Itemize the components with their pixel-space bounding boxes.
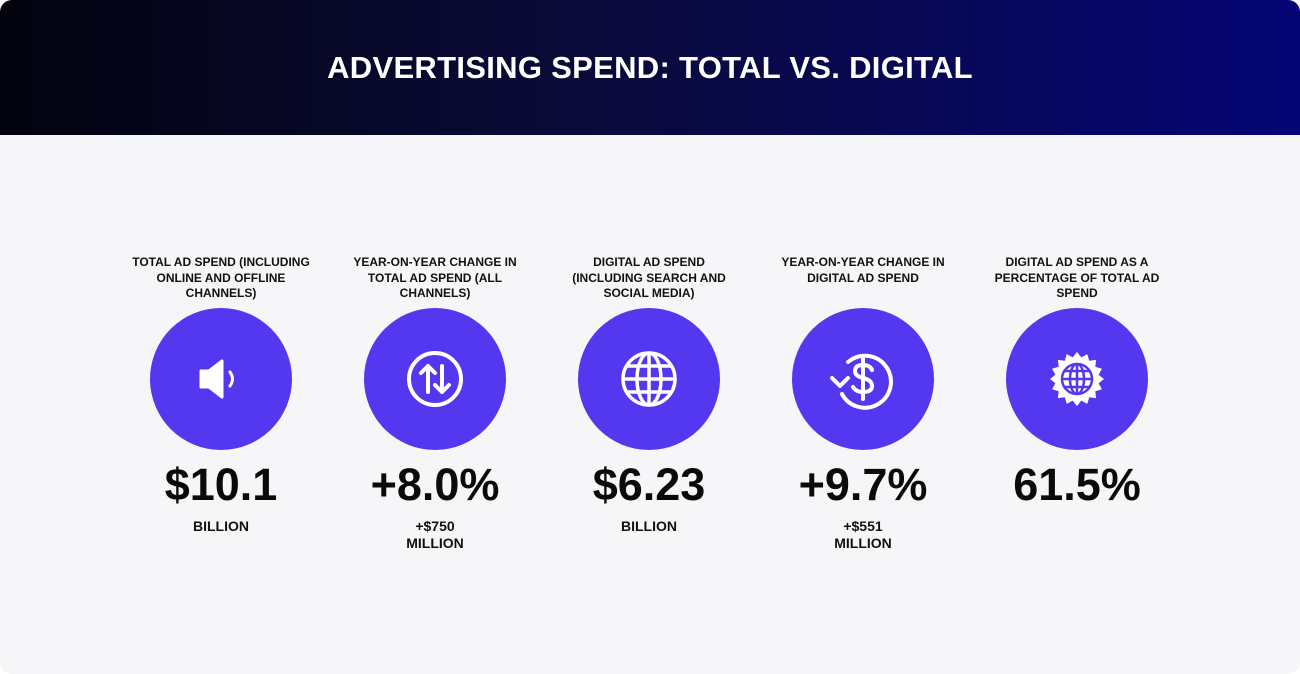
badge-globe-icon — [1006, 308, 1148, 450]
dollar-cycle-icon — [792, 308, 934, 450]
stat: DIGITAL AD SPEND AS A PERCENTAGE OF TOTA… — [970, 255, 1184, 552]
globe-icon — [578, 308, 720, 450]
stat: YEAR-ON-YEAR CHANGE IN DIGITAL AD SPEND … — [756, 255, 970, 552]
stat-label: DIGITAL AD SPEND (INCLUDING SEARCH AND S… — [572, 255, 726, 300]
stat-label: DIGITAL AD SPEND AS A PERCENTAGE OF TOTA… — [994, 255, 1160, 300]
stat-label: YEAR-ON-YEAR CHANGE IN DIGITAL AD SPEND — [781, 255, 945, 285]
arrows-icon — [364, 308, 506, 450]
stat: TOTAL AD SPEND (INCLUDING ONLINE AND OFF… — [114, 255, 328, 552]
stat-sub: BILLION — [621, 518, 677, 534]
stat-value: $6.23 — [592, 459, 706, 510]
header: ADVERTISING SPEND: TOTAL VS. DIGITAL — [0, 0, 1300, 135]
stat-label: YEAR-ON-YEAR CHANGE IN TOTAL AD SPEND (A… — [353, 255, 517, 300]
stat-value: +9.7% — [798, 459, 928, 510]
stat-sub: +$750 MILLION — [406, 518, 464, 551]
stat-sub: +$551 MILLION — [834, 518, 892, 551]
title: ADVERTISING SPEND: TOTAL VS. DIGITAL — [327, 49, 973, 85]
speaker-icon — [150, 308, 292, 450]
stat-sub: BILLION — [193, 518, 249, 534]
stat-value: $10.1 — [164, 459, 278, 510]
stat-label: TOTAL AD SPEND (INCLUDING ONLINE AND OFF… — [132, 255, 310, 300]
stat: DIGITAL AD SPEND (INCLUDING SEARCH AND S… — [542, 255, 756, 552]
stat-value: +8.0% — [370, 459, 500, 510]
stat: YEAR-ON-YEAR CHANGE IN TOTAL AD SPEND (A… — [328, 255, 542, 552]
stat-value: 61.5% — [1013, 459, 1141, 510]
stats-row: TOTAL AD SPEND (INCLUDING ONLINE AND OFF… — [114, 255, 1184, 552]
